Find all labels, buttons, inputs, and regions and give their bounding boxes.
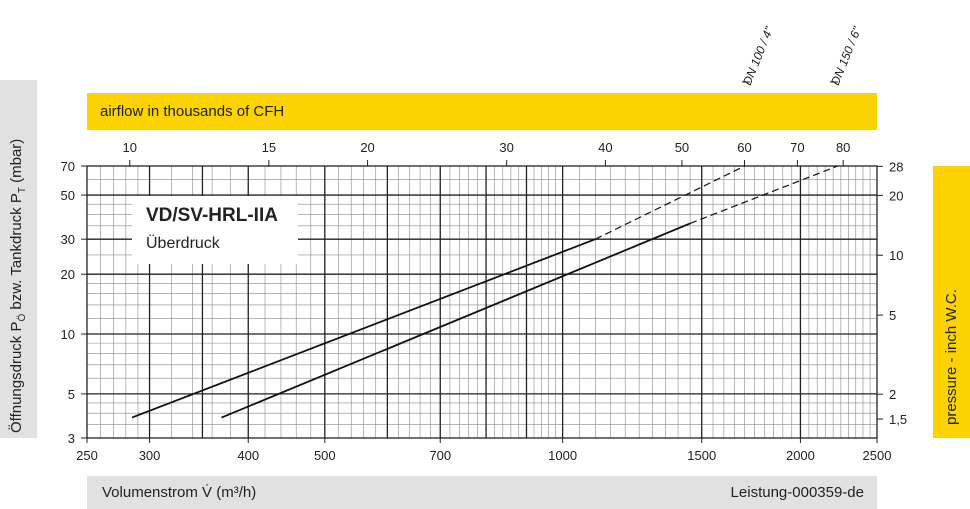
top-tick-label: 10 <box>123 140 137 155</box>
chart-subtitle: Überdruck <box>146 235 220 252</box>
series-line-2 <box>221 222 691 419</box>
y-tick-label: 3 <box>68 431 75 446</box>
reference-code: Leistung-000359-de <box>730 484 864 501</box>
x-tick-label: 1000 <box>548 448 577 463</box>
y-tick-label: 20 <box>61 267 75 282</box>
right-tick-label: 2 <box>889 387 896 402</box>
top-tick-label: 15 <box>262 140 276 155</box>
right-tick-label: 10 <box>889 248 903 263</box>
y-tick-label: 70 <box>61 159 75 174</box>
right-tick-label: 5 <box>889 308 896 323</box>
bottom-axis-band <box>87 476 877 509</box>
top-tick-label: 60 <box>737 140 751 155</box>
curves <box>131 165 839 419</box>
x-tick-label: 700 <box>429 448 451 463</box>
top-tick-label: 80 <box>836 140 850 155</box>
left-axis-band <box>0 80 37 438</box>
top-tick-label: 70 <box>790 140 804 155</box>
plot-frame <box>86 165 878 439</box>
top-tick-label: 30 <box>499 140 513 155</box>
series-line-1 <box>131 238 596 419</box>
y-tick-label: 5 <box>68 387 75 402</box>
x-tick-label: 250 <box>76 448 98 463</box>
y-axis-label-left: Öffnungsdruck PÖ bzw. Tankdruck PT (mbar… <box>8 138 28 433</box>
right-axis-band <box>933 166 970 438</box>
y-axis-label-right: pressure - inch W.C. <box>943 289 960 425</box>
x-tick-label: 1500 <box>687 448 716 463</box>
chart-title: VD/SV-HRL-IIA <box>146 205 278 226</box>
right-tick-label: 20 <box>889 188 903 203</box>
series-dashed-extension-1 <box>595 165 745 240</box>
top-tick-label: 50 <box>675 140 689 155</box>
x-tick-label: 500 <box>314 448 336 463</box>
top-tick-label: 40 <box>598 140 612 155</box>
tick-labels: 250 300 400 500 700 1000 1500 2000 2500351020305… <box>61 81 907 463</box>
x-tick-label: 2500 <box>863 448 892 463</box>
x-tick-label: 300 <box>139 448 161 463</box>
top-tick-label: 20 <box>360 140 374 155</box>
top-axis-band <box>87 93 877 130</box>
y-tick-label: 10 <box>61 327 75 342</box>
right-tick-label: 1,5 <box>889 412 907 427</box>
top-axis-label: airflow in thousands of CFH <box>100 103 285 120</box>
title-box <box>132 196 298 264</box>
y-tick-label: 50 <box>61 188 75 203</box>
right-tick-label: 28 <box>889 159 903 174</box>
x-axis-label: Volumenstrom V̇ (m³/h) <box>102 484 257 501</box>
y-tick-label: 30 <box>61 232 75 247</box>
x-tick-label: 400 <box>237 448 259 463</box>
x-tick-label: 2000 <box>786 448 815 463</box>
series-dashed-extension-2 <box>689 165 839 224</box>
